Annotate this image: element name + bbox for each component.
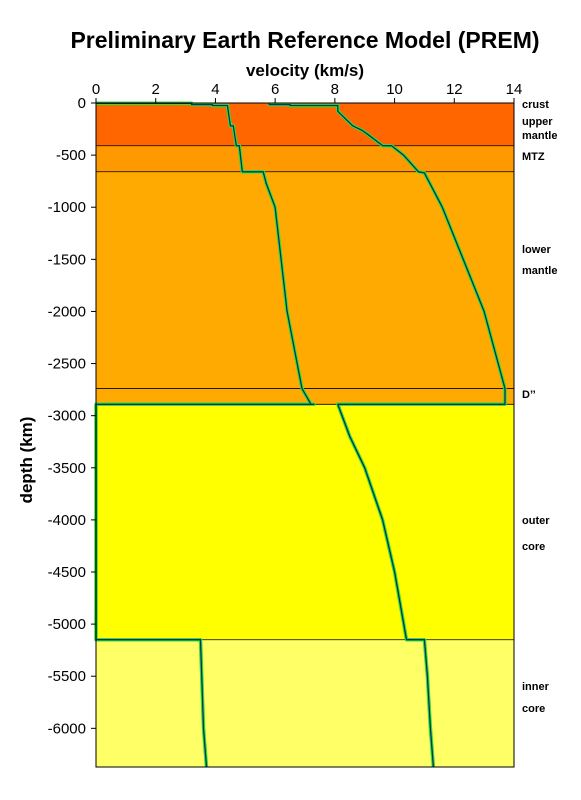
- plot-frame: [95, 102, 515, 768]
- layer-band: [96, 171, 514, 389]
- x-tick-label: 0: [92, 81, 100, 98]
- y-tick-label: -2000: [48, 303, 86, 320]
- y-tick-label: -5000: [48, 616, 86, 633]
- x-axis-ticks: 0 2 4 6 8 10 12 14: [92, 81, 523, 103]
- y-tick-label: -1500: [48, 251, 86, 268]
- layer-label: mantle: [522, 265, 557, 277]
- layer-label: core: [522, 541, 545, 553]
- x-tick-label: 8: [331, 81, 339, 98]
- earth-layers: [96, 103, 514, 767]
- y-tick-label: -3500: [48, 460, 86, 477]
- y-tick-label: -4500: [48, 564, 86, 581]
- y-tick-label: -5500: [48, 668, 86, 685]
- x-tick-label: 2: [152, 81, 160, 98]
- layer-label: outer: [522, 515, 550, 527]
- y-tick-label: -500: [56, 147, 86, 164]
- velocity-line: [268, 103, 506, 768]
- layer-band: [96, 105, 514, 146]
- layer-labels: crust upper mantle MTZ lower mantle D’’ outer co…: [522, 99, 557, 715]
- y-tick-label: -4000: [48, 512, 86, 529]
- x-axis-label: velocity (km/s): [246, 61, 364, 80]
- layer-label: mantle: [522, 130, 557, 142]
- x-tick-label: 12: [446, 81, 463, 98]
- y-axis-ticks: 0 -500 -1000 -1500 -2000 -2500 -3000 -3500 -4000…: [48, 95, 96, 737]
- x-tick-label: 6: [271, 81, 279, 98]
- layer-label: crust: [522, 99, 549, 111]
- y-tick-label: -1000: [48, 199, 86, 216]
- layer-label: MTZ: [522, 151, 545, 163]
- layer-label: core: [522, 703, 545, 715]
- chart-title: Preliminary Earth Reference Model (PREM): [70, 27, 539, 53]
- y-tick-label: 0: [78, 95, 86, 112]
- x-tick-label: 14: [506, 81, 523, 98]
- layer-band: [96, 639, 514, 767]
- y-tick-label: -3000: [48, 408, 86, 425]
- y-tick-label: -6000: [48, 720, 86, 737]
- layer-label: inner: [522, 681, 550, 693]
- x-tick-label: 4: [211, 81, 219, 98]
- layer-label: upper: [522, 116, 553, 128]
- x-tick-label: 10: [386, 81, 403, 98]
- layer-band: [96, 145, 514, 172]
- y-axis-label: depth (km): [17, 417, 36, 504]
- layer-label: D’’: [522, 389, 536, 401]
- y-tick-label: -2500: [48, 356, 86, 373]
- layer-band: [96, 404, 514, 640]
- layer-label: lower: [522, 244, 551, 256]
